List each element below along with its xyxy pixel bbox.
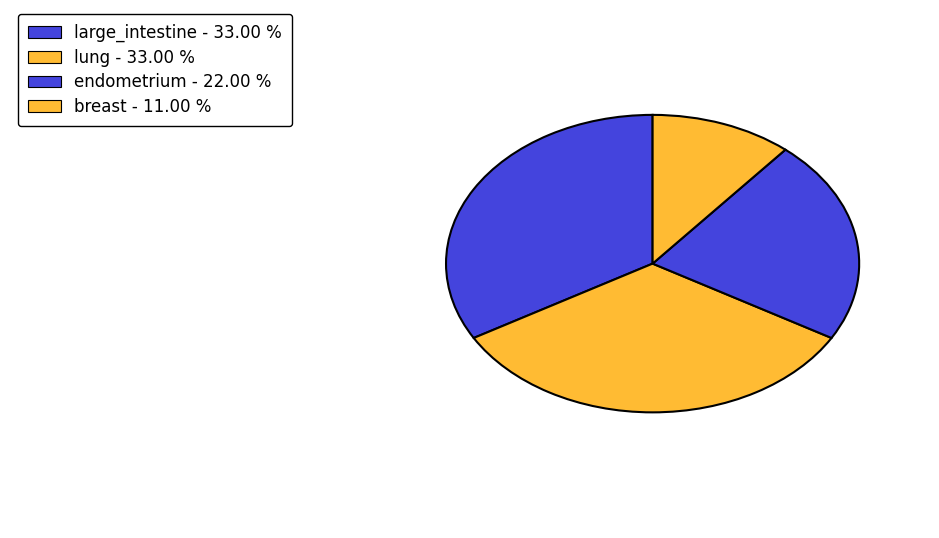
Wedge shape <box>473 264 832 412</box>
Wedge shape <box>653 150 859 338</box>
Legend: large_intestine - 33.00 %, lung - 33.00 %, endometrium - 22.00 %, breast - 11.00: large_intestine - 33.00 %, lung - 33.00 … <box>18 13 292 126</box>
Wedge shape <box>446 115 653 338</box>
Wedge shape <box>653 115 785 264</box>
